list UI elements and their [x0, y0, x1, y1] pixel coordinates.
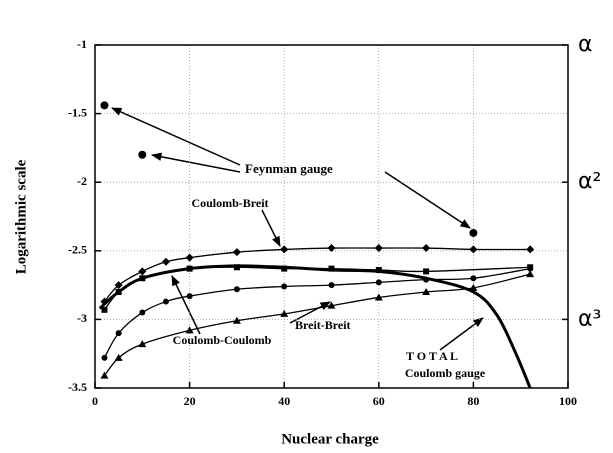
marker	[469, 245, 478, 254]
x-axis-label: Nuclear charge	[281, 431, 379, 447]
marker	[470, 275, 477, 282]
annotation: Breit-Breit	[295, 318, 351, 332]
annotation: Coulomb-Coulomb	[173, 333, 272, 347]
plot-frame	[94, 44, 569, 389]
marker	[101, 306, 108, 313]
y-tick-label: -2	[77, 174, 87, 188]
y2-tick-label: α²	[578, 169, 601, 194]
marker	[422, 287, 431, 295]
marker	[114, 353, 123, 361]
marker	[100, 101, 109, 110]
marker	[185, 253, 194, 262]
marker	[526, 245, 535, 254]
marker	[138, 150, 147, 159]
marker	[422, 244, 431, 253]
series-line	[103, 267, 531, 359]
marker	[375, 279, 382, 286]
marker	[115, 330, 122, 337]
marker	[423, 268, 430, 275]
marker	[281, 283, 288, 290]
marker	[527, 265, 534, 272]
marker	[374, 244, 383, 253]
marker	[186, 293, 193, 300]
marker	[138, 340, 147, 348]
marker	[469, 228, 478, 237]
y-tick-label: -2.5	[68, 243, 87, 257]
marker	[328, 282, 335, 289]
marker	[161, 257, 170, 266]
marker	[114, 281, 123, 290]
marker	[327, 244, 336, 253]
y-axis-label: Logarithmic scale	[13, 159, 29, 274]
marker	[138, 267, 147, 276]
marker	[469, 283, 478, 291]
y2-tick-label: α³	[578, 306, 601, 331]
marker	[232, 316, 241, 324]
y2-tick-label: α	[578, 32, 593, 57]
series-line	[103, 247, 531, 302]
marker	[374, 293, 383, 301]
x-tick-label: 60	[373, 394, 385, 408]
x-tick-label: 80	[467, 394, 479, 408]
marker	[327, 301, 336, 309]
y-tick-label: -3	[77, 311, 87, 325]
marker	[280, 309, 289, 317]
y-tick-label: -1	[77, 37, 87, 51]
marker	[162, 298, 169, 305]
arrows	[111, 107, 484, 351]
series-line	[98, 264, 532, 389]
y-tick-label: -1.5	[68, 105, 87, 119]
marker	[101, 354, 108, 361]
marker	[526, 270, 535, 278]
annotation: T O T A L	[406, 349, 458, 363]
marker	[233, 286, 240, 293]
x-tick-label: 20	[184, 394, 196, 408]
annotation: Coulomb-Breit	[191, 196, 268, 210]
marker	[185, 326, 194, 334]
x-tick-label: 0	[92, 394, 98, 408]
marker	[280, 245, 289, 254]
x-tick-label: 40	[278, 394, 290, 408]
y-tick-label: -3.5	[68, 380, 87, 394]
annotation: Coulomb gauge	[405, 366, 486, 380]
annotation: Feynman gauge	[245, 161, 333, 176]
marker	[232, 248, 241, 257]
x-tick-label: 100	[559, 394, 577, 408]
marker	[139, 309, 146, 316]
marker	[100, 371, 109, 379]
